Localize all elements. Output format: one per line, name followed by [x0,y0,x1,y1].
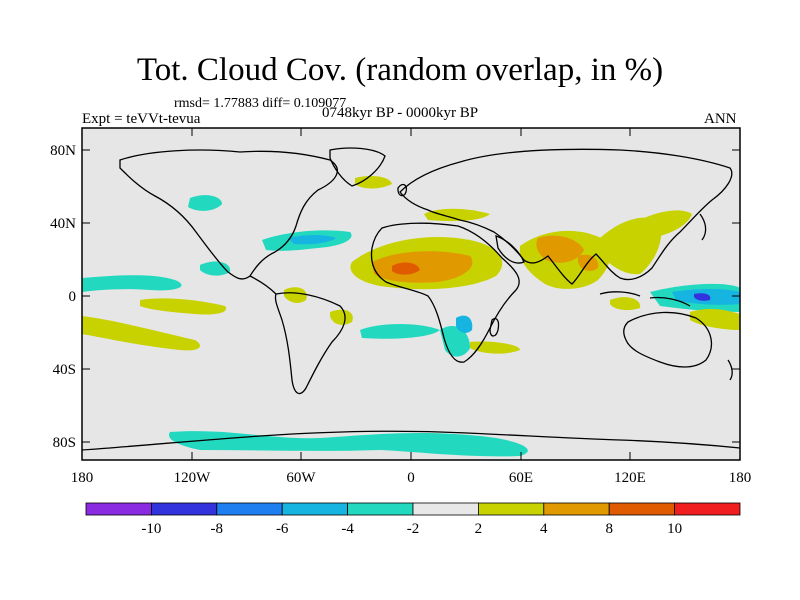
anomaly-yellow-south-america [330,309,353,325]
lon-label-60w: 60W [286,470,316,486]
coastline-arabia [495,235,525,264]
anomaly-yellow-siberia [355,176,392,189]
coastline-madagascar [489,317,500,337]
coastline-north-america [119,149,338,280]
colorbar-label-8: 8 [605,521,613,537]
colorbar-swatch-6 [412,502,479,516]
anomaly-yellow-central-pacific [140,298,227,315]
anomaly-yellow-north-pacific-east [630,210,692,238]
lon-label-0: 0 [407,470,415,486]
colorbar-swatch-1 [85,502,152,516]
lat-label-0: 0 [69,289,77,305]
map-area [82,128,740,460]
experiment-label: Expt = teVVt-tevua [82,111,201,127]
coastline-south-america [274,292,346,395]
anomaly-yellow-indonesia [610,297,641,311]
coastline-africa [370,222,520,363]
lat-label-40s: 40S [53,362,76,378]
coastline-uk [397,183,408,197]
lat-label-80n: 80N [50,143,76,159]
colorbar-swatch-3 [216,502,283,516]
colorbar: -10 -8 -6 -4 -2 2 4 8 10 [85,502,741,537]
colorbar-label-7: 4 [540,521,548,537]
anomaly-orange-west-africa [372,251,473,283]
colorbar-swatch-8 [543,502,610,516]
colorbar-label-5: -2 [407,521,420,537]
anomaly-teal-pacific-band [82,275,182,292]
anomaly-teal-atlantic-eq [360,324,440,339]
anomaly-teal-north-pacific [188,195,222,211]
stats-label: rmsd= 1.77883 diff= 0.109077 [174,96,347,111]
lon-label-180e: 180 [729,470,752,486]
colorbar-label-9: 10 [667,521,682,537]
period-label: 0748kyr BP - 0000kyr BP [322,105,479,121]
anomaly-fields [82,176,740,457]
lat-label-80s: 80S [53,435,76,451]
lon-axis: 180 120W 60W 0 60E 120E 180 [71,128,752,486]
coastline-central-america [249,275,277,295]
lat-axis: 80N 40N 0 40S 80S [50,143,740,451]
coastline-indonesia [599,291,691,307]
lat-label-40n: 40N [50,216,76,232]
anomaly-teal-tropical-east-pacific [200,261,231,276]
coastlines [82,147,740,451]
lon-label-120e: 120E [614,470,646,486]
coastline-europe-asia [399,148,733,285]
lon-label-120w: 120W [174,470,212,486]
coastline-australia [623,311,713,368]
coastline-greenland [329,147,386,187]
coastline-japan [699,213,707,241]
colorbar-swatch-2 [150,502,218,516]
lon-label-60e: 60E [509,470,533,486]
colorbar-swatch-9 [608,502,676,516]
season-label: ANN [704,111,737,127]
anomaly-yellow-mediterranean [424,208,490,222]
anomaly-blue-mozambique [456,315,473,333]
anomaly-yellow-tropical-atlantic [284,287,307,303]
colorbar-swatch-10 [674,502,741,516]
colorbar-label-6: 2 [475,521,483,537]
colorbar-swatch-4 [281,502,349,516]
anomaly-redorange-sahel [392,262,420,275]
anomaly-yellow-australia-east [690,308,740,330]
lon-label-180w: 180 [71,470,94,486]
plot-title: Tot. Cloud Cov. (random overlap, in %) [136,52,664,88]
coastline-new-zealand [727,359,733,381]
colorbar-label-3: -6 [276,521,289,537]
anomaly-yellow-south-atlantic [470,341,520,354]
colorbar-swatch-7 [477,502,545,516]
colorbar-label-1: -10 [141,521,161,537]
colorbar-label-4: -4 [341,521,354,537]
colorbar-swatch-5 [347,502,414,516]
anomaly-teal-antarctic-band [169,431,528,457]
anomaly-darkblue-west-pacific [694,293,711,301]
coastline-antarctica [82,430,740,451]
colorbar-label-2: -8 [211,521,224,537]
anomaly-yellow-south-pacific [82,316,200,351]
anomaly-blue-north-atlantic-core [288,235,336,245]
